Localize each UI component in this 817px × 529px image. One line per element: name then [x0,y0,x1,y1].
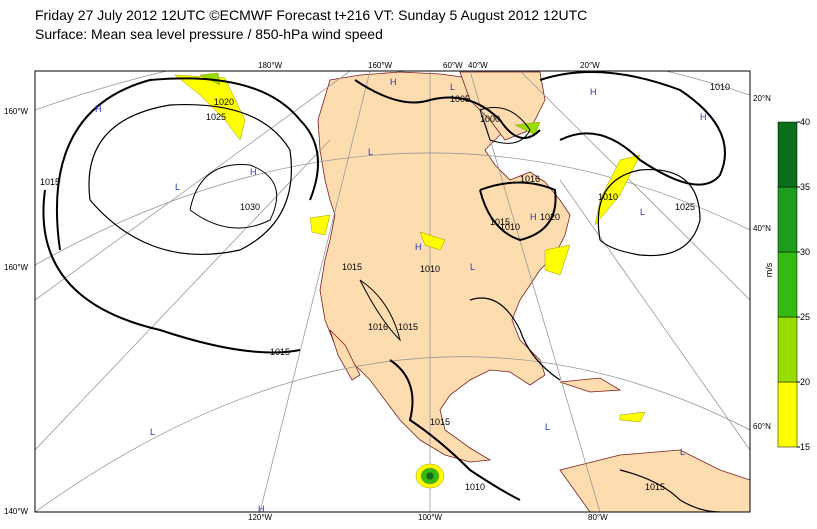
wind-patches [174,72,646,489]
pressure-center: L [545,422,550,432]
colorbar-segment [777,121,798,188]
colorbar-segment [777,316,798,383]
graticule-label: 100°W [418,513,443,522]
cuba [559,377,622,393]
graticule-label: 60°W [443,61,463,70]
isobar-label: 1015 [398,322,418,332]
graticule-label: 140°W [4,507,29,516]
pressure-center: L [450,82,455,92]
isobar-label: 1030 [240,202,260,212]
pressure-center: H [700,112,707,122]
graticule-label: 40°W [468,61,488,70]
greenland [459,71,546,141]
graticule-label: 180°W [258,61,283,70]
colorbar-segment [777,186,798,253]
isobar-label: 1015 [430,417,450,427]
colorbar-tick-label: 30 [800,247,810,257]
isobar-label: 1010 [420,264,440,274]
colorbar-segment [777,251,798,318]
s-america [559,449,750,512]
colorbar-segment [777,381,798,448]
colorbar-tick-label: 15 [800,442,810,452]
pressure-center: L [368,147,373,157]
pressure-center: L [680,447,685,457]
pressure-center: H [590,87,597,97]
isobar-label: 1015 [645,482,665,492]
isobar-label: 1015 [270,347,290,357]
colorbar-tick-label: 25 [800,312,810,322]
graticule-label: 160°W [4,107,29,116]
isobar-label: 1000 [480,114,500,124]
colorbar: 15 20 25 30 35 40 m/s [764,117,810,452]
colorbar-tick-label: 40 [800,117,810,127]
pressure-center: H [95,104,102,114]
land [317,71,571,463]
isobar-label: 1010 [598,192,618,202]
graticule-label: 20°W [580,61,600,70]
map [35,71,750,512]
pressure-center: L [150,427,155,437]
isobar-label: 1016 [368,322,388,332]
isobar-label: 1020 [214,97,234,107]
graticule-label: 120°W [248,513,273,522]
graticule-label: 60°N [753,422,771,431]
graticule-label: 40°N [753,224,771,233]
pressure-center: H [250,167,257,177]
graticule [35,71,750,512]
isobar-label: 1010 [500,222,520,232]
isobar-label: 1025 [206,112,226,122]
title: Friday 27 July 2012 12UTC ©ECMWF Forecas… [35,7,587,23]
isobar-label: 1010 [710,82,730,92]
graticule-label: 80°W [588,513,608,522]
graticule-label: 160°W [368,61,393,70]
isobar-label: 1025 [675,202,695,212]
pressure-center: H [415,242,422,252]
isobar-label: 1005 [450,94,470,104]
colorbar-tick-label: 35 [800,182,810,192]
pressure-center: L [175,182,180,192]
isobar-label: 1015 [342,262,362,272]
isobar-label: 1010 [465,482,485,492]
pressure-center: H [390,77,397,87]
isobar-label: 1016 [520,174,540,184]
isobar-label: 1015 [40,177,60,187]
pressure-center: L [470,262,475,272]
colorbar-tick-label: 20 [800,377,810,387]
isobars [42,71,726,512]
isobar-label: 1020 [540,212,560,222]
graticule-label: 160°W [4,263,29,272]
pressure-center: H [530,212,537,222]
pressure-center: H [258,504,265,514]
isobar-label: 1015 [490,217,510,227]
colorbar-unit: m/s [764,262,774,277]
graticule-label: 20°N [753,94,771,103]
subtitle: Surface: Mean sea level pressure / 850-h… [35,26,383,42]
map-frame [34,70,751,513]
pressure-center: L [640,207,645,217]
